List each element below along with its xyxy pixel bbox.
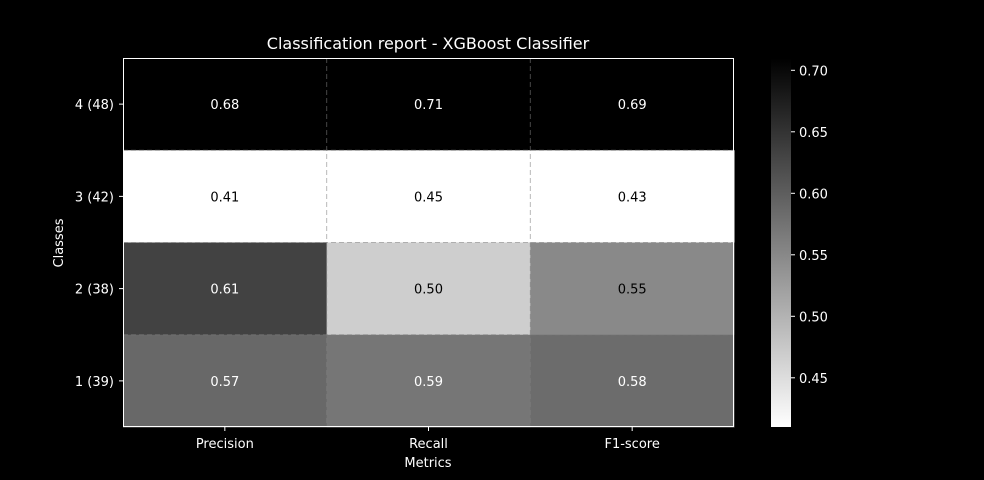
y-tick-label: 4 (48) xyxy=(75,98,114,113)
x-tick-label: Recall xyxy=(409,437,448,452)
heatmap-cell xyxy=(530,150,735,243)
y-tick-labels: 4 (48) 3 (42) 2 (38) 1 (39) xyxy=(75,98,123,390)
chart-title: Classification report - XGBoost Classifi… xyxy=(267,34,590,53)
y-tick-label: 2 (38) xyxy=(75,283,114,298)
heatmap-cell xyxy=(326,58,531,151)
cell-value-label: 0.58 xyxy=(618,375,647,390)
plot-frame xyxy=(123,58,734,427)
cell-value-label: 0.71 xyxy=(414,98,443,113)
colorbar-ticks: 0.45 0.50 0.55 0.60 0.65 0.70 xyxy=(791,64,828,387)
heatmap-cell xyxy=(123,334,328,428)
cell-value-label: 0.68 xyxy=(210,98,239,113)
x-axis-label: Metrics xyxy=(404,456,451,471)
colorbar-tick-label: 0.60 xyxy=(799,187,828,202)
colorbar-tick-label: 0.65 xyxy=(799,126,828,141)
heatmap-cell xyxy=(326,334,531,428)
heatmap-cell xyxy=(530,58,735,151)
colorbar-tick-label: 0.55 xyxy=(799,249,828,264)
y-tick-label: 3 (42) xyxy=(75,190,114,205)
colorbar-tick-label: 0.70 xyxy=(799,64,828,79)
cell-value-label: 0.61 xyxy=(210,283,239,298)
cell-value-label: 0.50 xyxy=(414,283,443,298)
cell-value-label: 0.55 xyxy=(618,283,647,298)
cell-value-label: 0.41 xyxy=(210,190,239,205)
heatmap-cell xyxy=(326,150,531,243)
cell-value-label: 0.43 xyxy=(618,190,647,205)
heatmap-cell xyxy=(123,58,328,151)
cell-value-label: 0.45 xyxy=(414,190,443,205)
heatmap-cell xyxy=(326,242,531,336)
heatmap-grid xyxy=(123,58,734,427)
colorbar xyxy=(771,58,791,427)
heatmap-cell xyxy=(530,242,735,336)
y-tick-label: 1 (39) xyxy=(75,375,114,390)
heatmap-cells: 0.68 0.41 0.61 0.57 0.71 0.45 0.50 0.59 0.69 0.43… xyxy=(123,58,735,428)
x-tick-labels: Precision Recall F1-score xyxy=(196,427,660,452)
heatmap-cell xyxy=(123,150,328,243)
y-axis-label: Classes xyxy=(52,218,67,267)
colorbar-tick-label: 0.50 xyxy=(799,310,828,325)
heatmap-cell xyxy=(530,334,735,428)
heatmap-cell xyxy=(123,242,328,336)
x-tick-label: F1-score xyxy=(604,437,659,452)
x-tick-label: Precision xyxy=(196,437,254,452)
cell-value-label: 0.59 xyxy=(414,375,443,390)
colorbar-tick-label: 0.45 xyxy=(799,372,828,387)
cell-value-label: 0.57 xyxy=(210,375,239,390)
cell-value-label: 0.69 xyxy=(618,98,647,113)
